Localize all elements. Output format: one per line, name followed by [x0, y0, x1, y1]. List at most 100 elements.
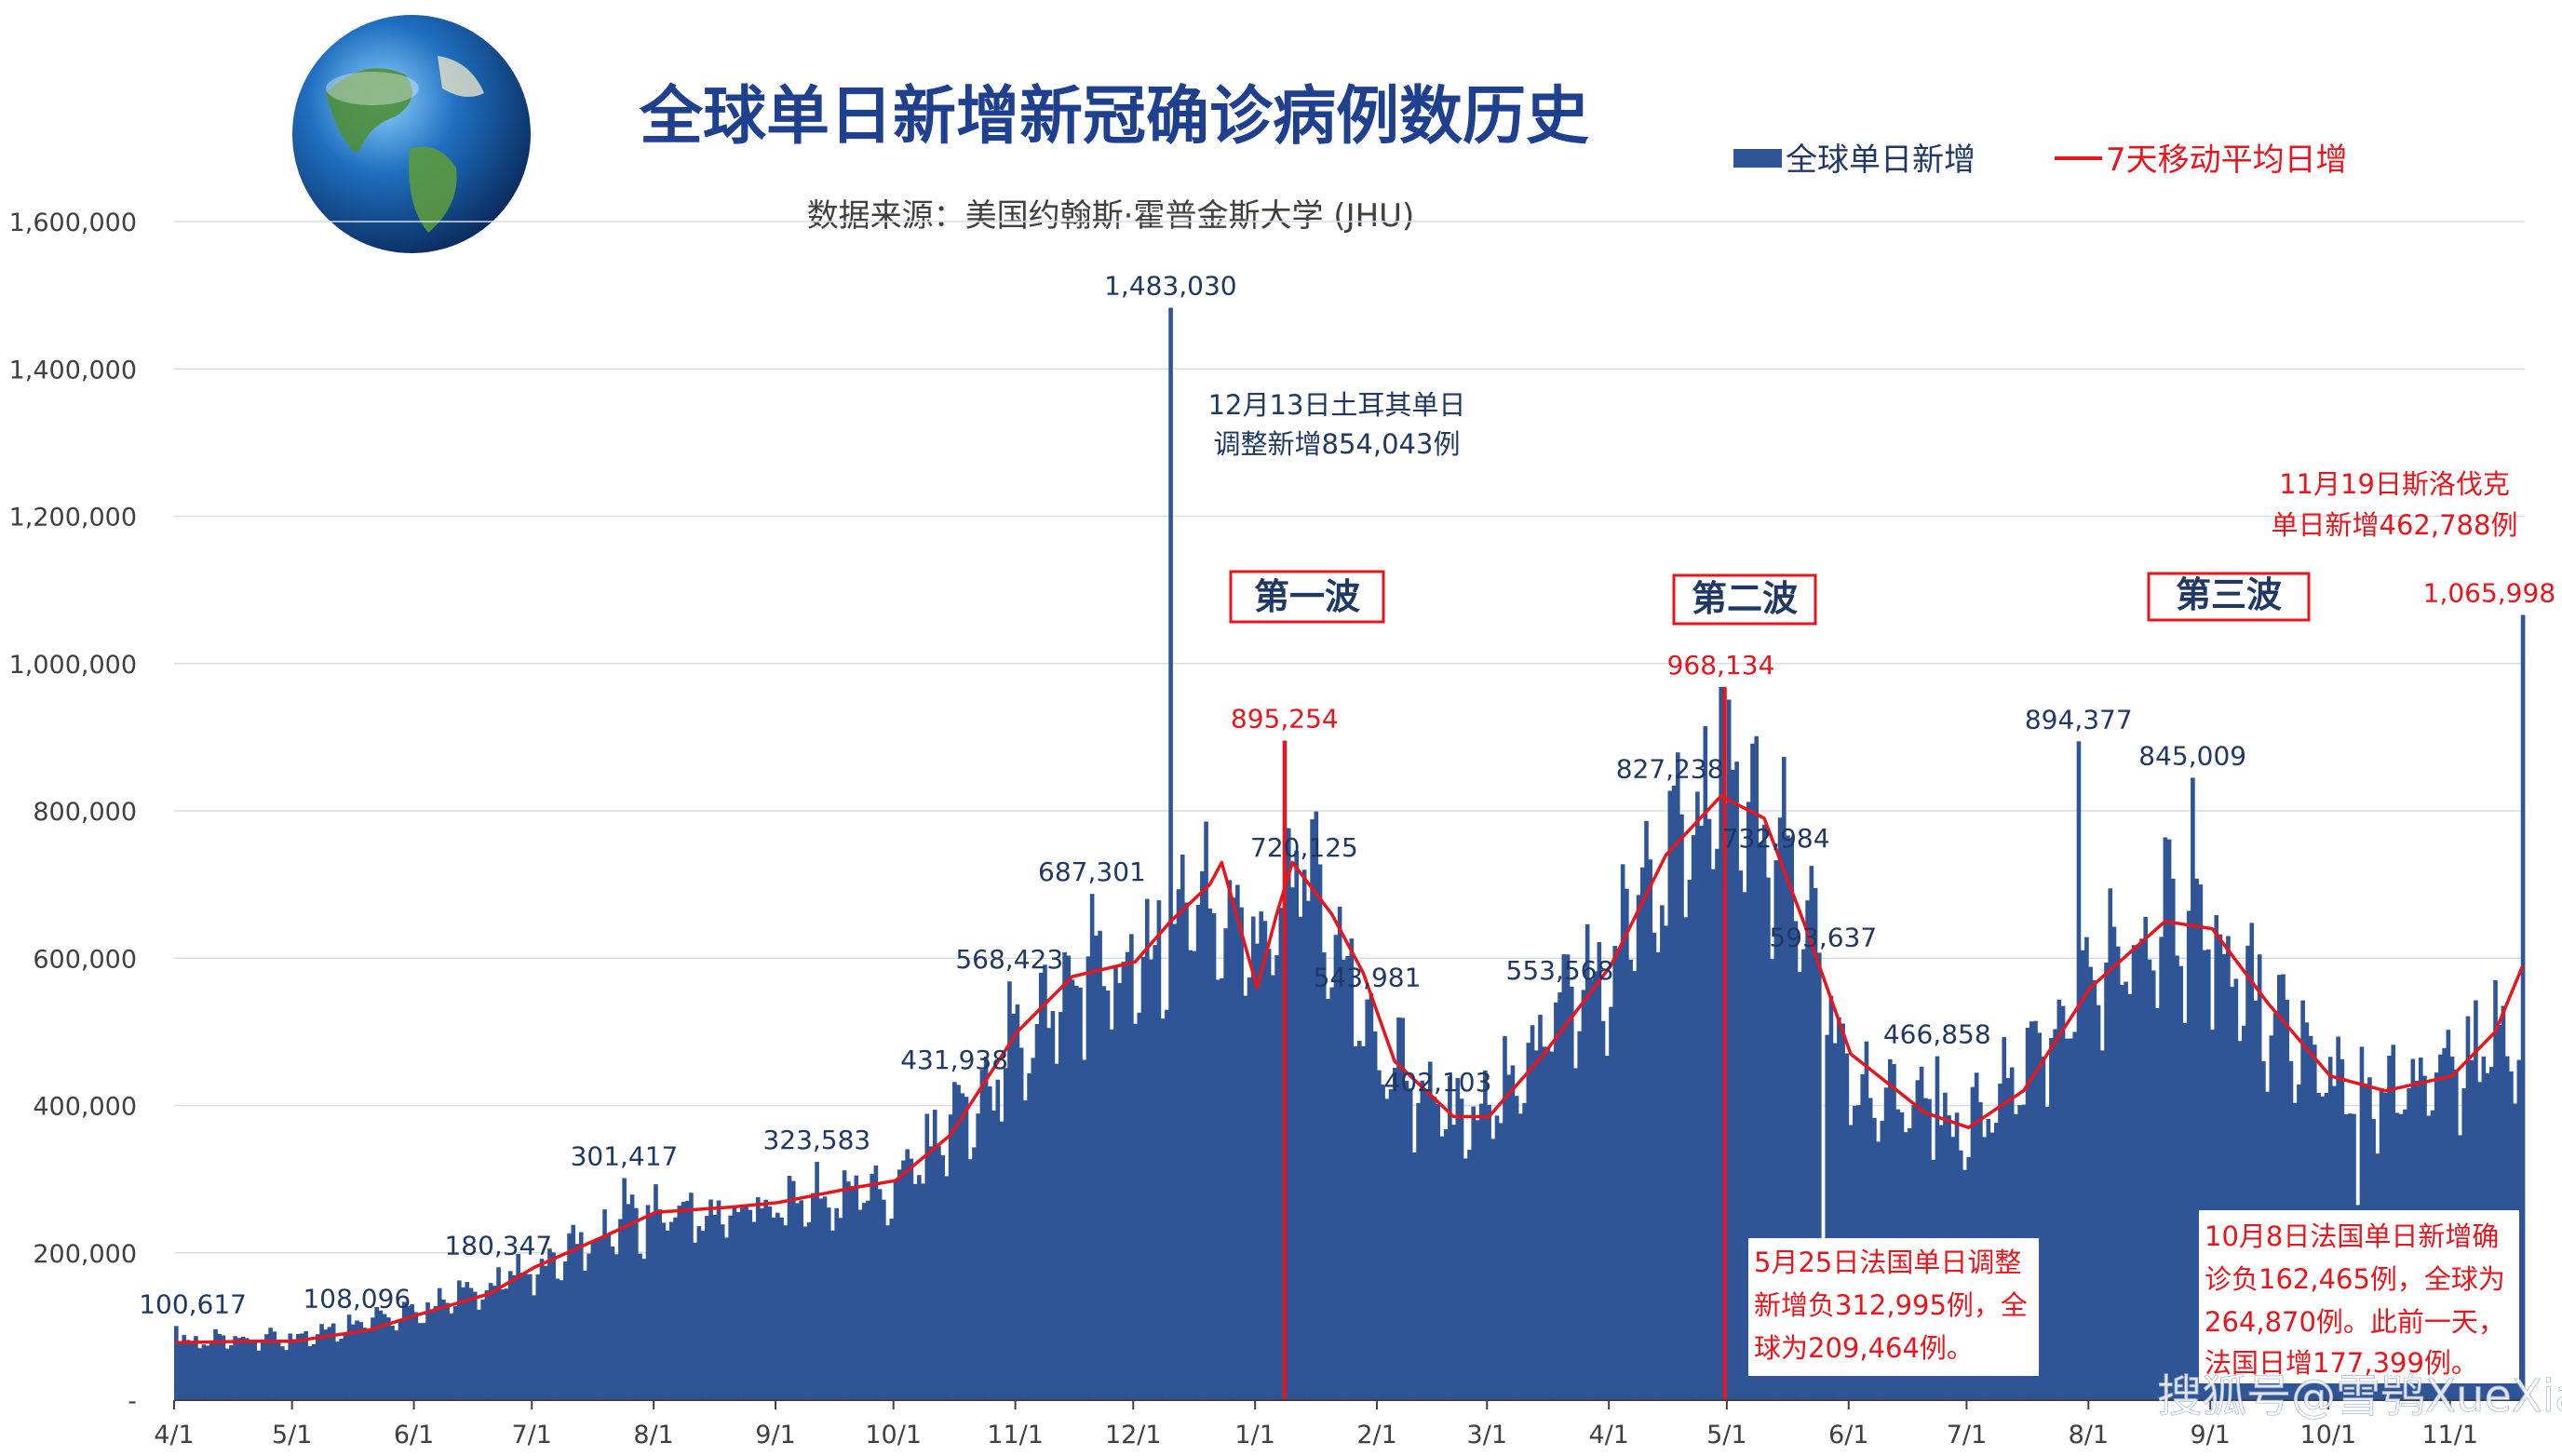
bar	[1015, 1004, 1020, 1400]
bar	[1160, 1018, 1166, 1400]
bar	[512, 1274, 517, 1400]
bar	[1604, 1056, 1610, 1400]
y-tick-label: -	[128, 1387, 137, 1416]
bar	[500, 1289, 506, 1400]
y-tick-label: 400,000	[33, 1093, 137, 1122]
bar	[1372, 1031, 1378, 1400]
data-label: 466,858	[1883, 1019, 1991, 1050]
bar	[2124, 981, 2128, 1400]
bar	[1011, 1013, 1016, 1400]
bar	[2096, 1004, 2101, 1400]
bar	[2053, 1029, 2057, 1400]
bar	[378, 1310, 384, 1400]
bar	[2088, 966, 2093, 1400]
bar	[2135, 944, 2140, 1400]
bar	[504, 1288, 509, 1400]
bar	[457, 1280, 462, 1400]
bar	[1121, 962, 1126, 1400]
bar	[905, 1149, 910, 1400]
bar	[665, 1231, 670, 1400]
bar	[1377, 1070, 1382, 1400]
bar	[960, 1093, 965, 1400]
bar	[452, 1305, 458, 1400]
bar	[815, 1161, 819, 1400]
bar	[983, 1056, 989, 1400]
bar	[988, 1085, 992, 1400]
bar	[1569, 986, 1574, 1400]
bar	[638, 1253, 642, 1400]
bar	[1436, 1103, 1441, 1400]
bar	[1408, 1088, 1413, 1400]
data-label: 323,583	[762, 1125, 870, 1155]
bar	[606, 1233, 612, 1400]
bar	[1165, 1009, 1169, 1400]
bar	[480, 1299, 485, 1400]
data-label: 895,254	[1231, 704, 1339, 735]
bar	[1018, 1047, 1024, 1400]
annotation-line: 5月25日法国单日调整	[1754, 1247, 2021, 1278]
bar	[472, 1291, 478, 1400]
bar	[1522, 1102, 1527, 1400]
bar	[2120, 984, 2124, 1400]
bar	[2025, 1027, 2030, 1400]
bar	[2226, 936, 2231, 1400]
bar	[583, 1270, 587, 1400]
bar	[1337, 906, 1342, 1400]
bar	[1176, 889, 1181, 1400]
bar	[1137, 1012, 1142, 1400]
bar	[1557, 991, 1562, 1400]
data-label: 100,617	[139, 1288, 247, 1319]
bar	[1703, 726, 1708, 1400]
bar	[991, 1110, 996, 1400]
bar	[1400, 1018, 1406, 1400]
bar	[873, 1165, 879, 1400]
bar	[2056, 999, 2062, 1400]
bar	[854, 1175, 859, 1400]
bar	[2182, 1022, 2188, 1400]
bar	[174, 1326, 179, 1400]
bar	[307, 1346, 313, 1400]
bar	[2218, 934, 2223, 1400]
bar	[1082, 1059, 1086, 1400]
bar	[178, 1341, 182, 1400]
bar	[889, 1219, 895, 1400]
bar	[1369, 992, 1374, 1400]
annotation-line: 10月8日法国单日新增确	[2205, 1220, 2499, 1252]
bar	[236, 1338, 242, 1400]
bar	[826, 1207, 831, 1400]
bar	[1054, 1063, 1059, 1400]
bar	[870, 1174, 874, 1400]
bar	[2139, 938, 2144, 1400]
bar	[1113, 964, 1118, 1400]
data-label: 431,938	[900, 1045, 1008, 1075]
bar	[763, 1199, 768, 1400]
bar	[1412, 1152, 1417, 1400]
x-tick-label: 9/1	[2190, 1421, 2230, 1449]
bar	[700, 1231, 706, 1400]
bar	[2159, 937, 2164, 1400]
bar	[1156, 900, 1162, 1400]
bar	[751, 1221, 757, 1400]
bar	[1070, 979, 1075, 1400]
y-tick-label: 1,400,000	[9, 356, 137, 384]
bar	[629, 1194, 635, 1400]
bar	[213, 1328, 218, 1400]
bar	[755, 1197, 761, 1400]
bar	[1503, 1036, 1507, 1400]
bar	[2104, 962, 2109, 1400]
bar	[445, 1302, 450, 1400]
bar	[374, 1306, 379, 1400]
bar	[1475, 1120, 1480, 1400]
bar	[1298, 916, 1303, 1400]
bar	[1381, 1084, 1385, 1400]
bar	[857, 1209, 863, 1400]
bar	[346, 1314, 352, 1400]
bar	[355, 1320, 359, 1400]
bar	[1129, 934, 1134, 1400]
bar	[1301, 870, 1307, 1400]
bar	[1342, 959, 1346, 1400]
bar	[673, 1217, 678, 1400]
bar	[1416, 1102, 1421, 1400]
bar	[1860, 1073, 1866, 1400]
